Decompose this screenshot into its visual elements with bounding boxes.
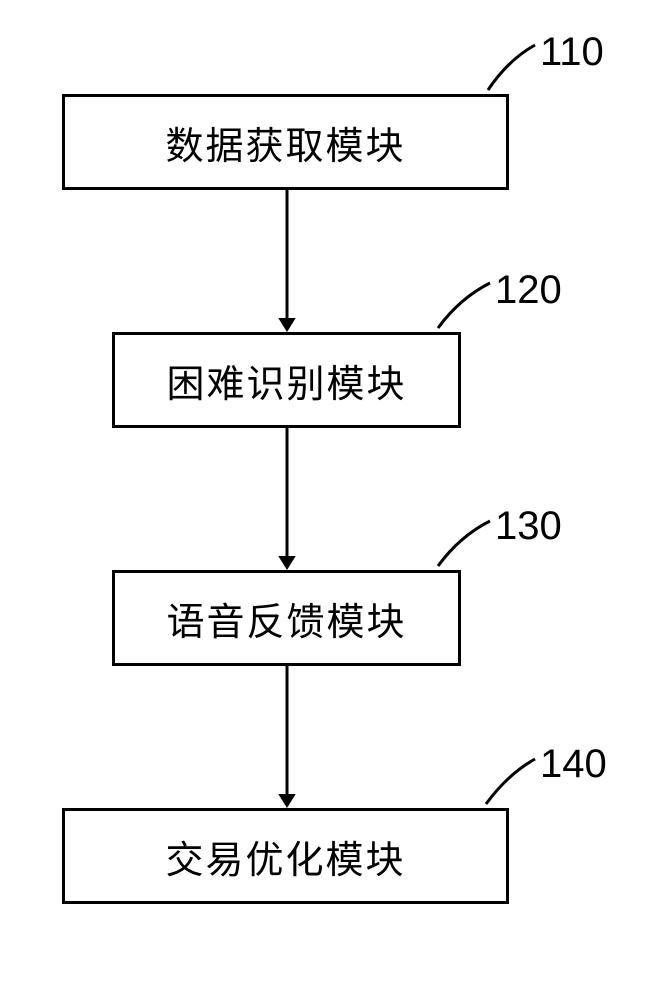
leader-line <box>438 283 490 328</box>
flow-node: 语音反馈模块 <box>112 570 461 666</box>
flow-node-label: 交易优化模块 <box>165 829 405 884</box>
flow-node: 交易优化模块 <box>62 808 509 904</box>
leader-line <box>488 45 535 90</box>
flow-node-ref: 110 <box>540 30 604 75</box>
leader-line <box>486 759 535 804</box>
arrowhead-icon <box>278 318 296 332</box>
flow-node-label: 语音反馈模块 <box>166 591 406 646</box>
flow-node: 数据获取模块 <box>62 94 509 190</box>
flow-node-ref: 140 <box>540 742 607 787</box>
flowchart-diagram: 数据获取模块 110 困难识别模块 120 语音反馈模块 130 交易优化模块 140 <box>0 0 664 1000</box>
flow-node-label: 困难识别模块 <box>166 353 406 408</box>
arrowhead-icon <box>278 556 296 570</box>
leader-line <box>438 521 490 566</box>
flow-node-ref: 120 <box>495 268 562 313</box>
flow-node-ref: 130 <box>495 504 562 549</box>
flow-node-label: 数据获取模块 <box>165 115 405 170</box>
arrowhead-icon <box>278 794 296 808</box>
flow-node: 困难识别模块 <box>112 332 461 428</box>
